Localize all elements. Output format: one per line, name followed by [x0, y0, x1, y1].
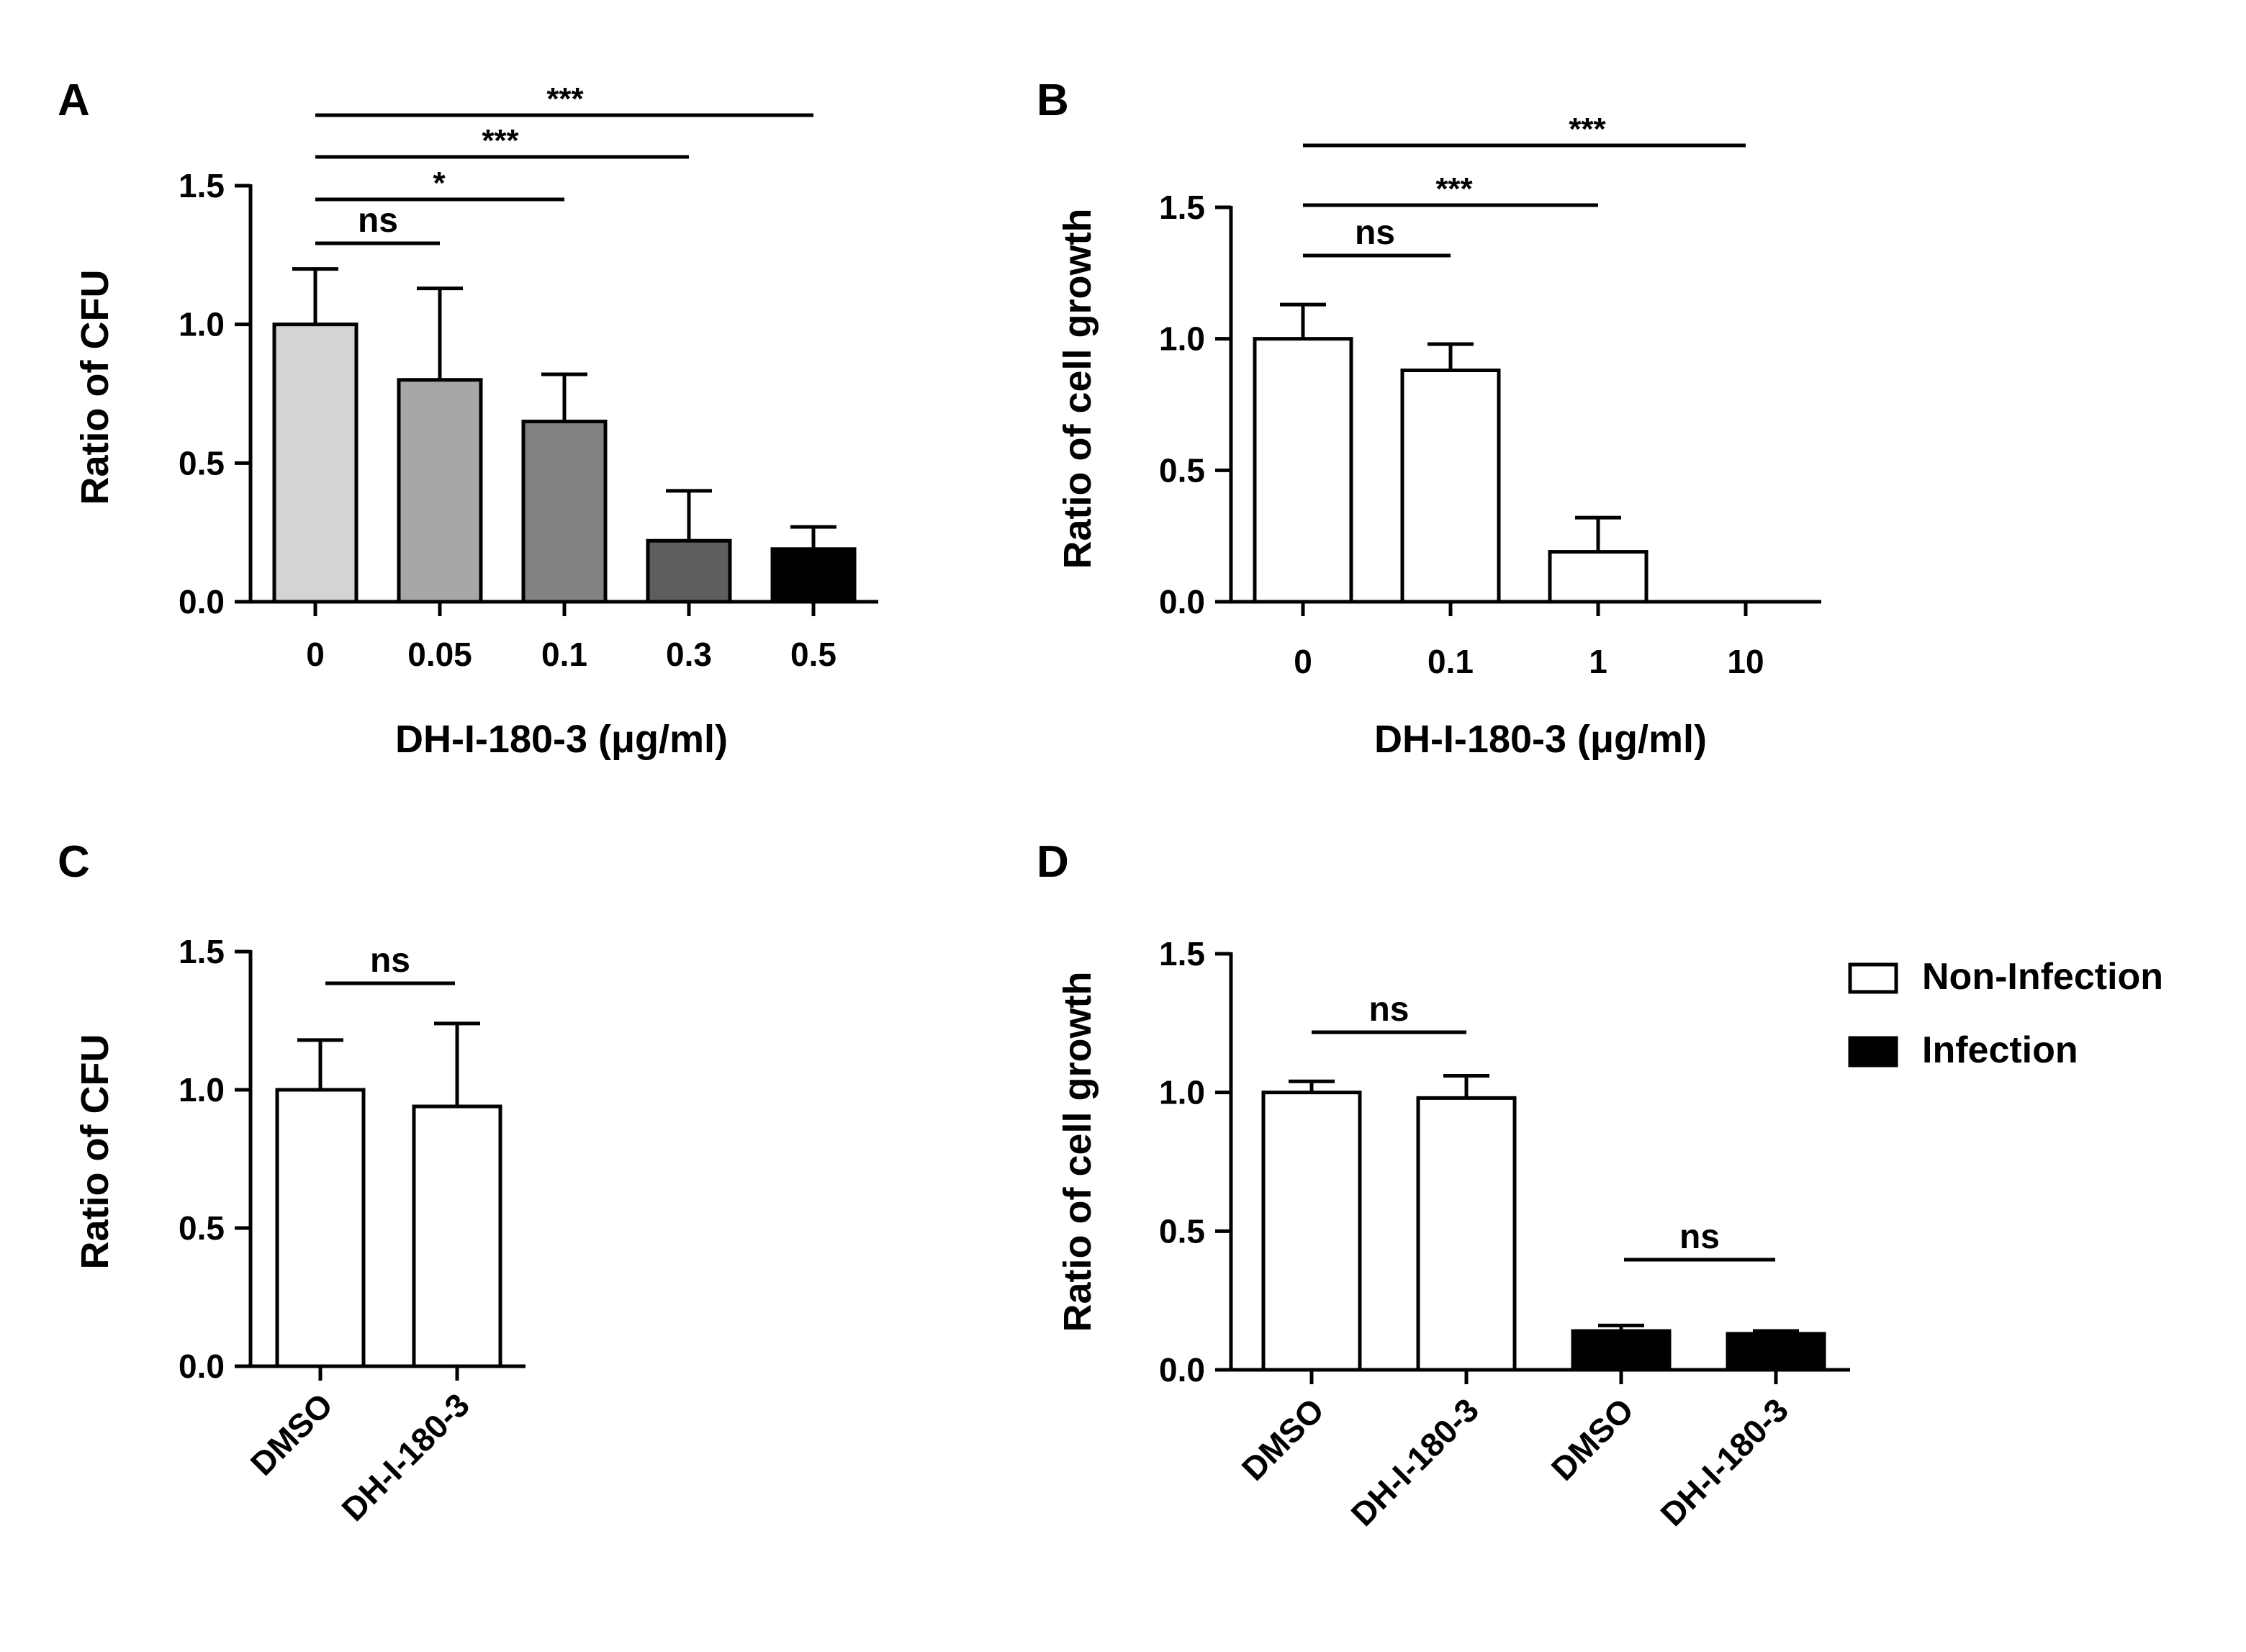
- legend-swatch: [1848, 1036, 1898, 1068]
- bar: [1416, 1096, 1517, 1372]
- significance-label: ***: [482, 123, 519, 158]
- y-axis-label: Ratio of cell growth: [1056, 208, 1099, 569]
- y-tick-label: 0.5: [179, 444, 225, 482]
- bar: [272, 322, 358, 604]
- panel-letter: B: [1037, 76, 1069, 125]
- bar: [1261, 1091, 1362, 1372]
- y-tick-label: 0.0: [179, 583, 225, 620]
- x-tick-label: 0: [306, 636, 325, 673]
- legend: Non-Infection Infection: [1848, 956, 2163, 1071]
- bar: [1571, 1329, 1672, 1372]
- y-tick-label: 1.5: [179, 167, 225, 204]
- bar: [521, 420, 608, 604]
- x-tick-label: DH-I-180-3: [1343, 1391, 1486, 1533]
- x-tick-label: DMSO: [1544, 1391, 1641, 1487]
- x-tick-label: DH-I-180-3: [334, 1386, 477, 1528]
- bar: [770, 547, 857, 604]
- panel-letter: A: [58, 76, 90, 125]
- y-tick-label: 1.0: [179, 306, 225, 343]
- bar: [1726, 1332, 1826, 1372]
- significance-label: ns: [1355, 214, 1395, 252]
- y-tick-label: 0.5: [1159, 451, 1205, 489]
- y-tick-label: 0.5: [1159, 1212, 1205, 1250]
- y-axis-label: Ratio of cell growth: [1056, 971, 1099, 1332]
- bar: [397, 378, 483, 604]
- x-axis-label: DH-I-180-3 (μg/ml): [1374, 718, 1707, 761]
- x-tick-label: 0: [1294, 643, 1312, 680]
- x-tick-label: 10: [1727, 643, 1764, 680]
- y-axis-label: Ratio of CFU: [73, 1034, 117, 1270]
- bar: [275, 1088, 366, 1368]
- significance-label: ns: [1679, 1218, 1720, 1256]
- x-tick-label: 0.1: [541, 636, 587, 673]
- significance-label: ***: [546, 81, 584, 117]
- significance-label: ns: [1368, 990, 1409, 1029]
- y-tick-label: 1.0: [1159, 1074, 1205, 1111]
- y-axis-label: Ratio of CFU: [73, 270, 117, 505]
- panel-A: A 0.0 0.5 1.0 1.5 Ratio of CFU 0 0.05 0.1 0.3 0.5 D…: [58, 76, 878, 761]
- x-tick-label: 0.1: [1428, 643, 1474, 680]
- bar: [1253, 337, 1353, 604]
- significance-label: *: [433, 166, 446, 201]
- x-tick-label: DMSO: [243, 1386, 340, 1482]
- y-tick-label: 1.0: [179, 1071, 225, 1109]
- significance-label: ns: [358, 202, 398, 240]
- legend-label: Infection: [1922, 1029, 2078, 1071]
- y-tick-label: 1.5: [179, 933, 225, 970]
- panel-letter: C: [58, 837, 90, 887]
- x-tick-label: 0.05: [407, 636, 472, 673]
- legend-swatch: [1848, 962, 1898, 994]
- x-tick-label: 1: [1589, 643, 1607, 680]
- x-tick-label: DH-I-180-3: [1653, 1391, 1795, 1533]
- bar: [412, 1104, 502, 1368]
- x-tick-label: 0.5: [790, 636, 836, 673]
- y-tick-label: 0.0: [1159, 1351, 1205, 1389]
- significance-label: ***: [1435, 171, 1473, 207]
- legend-label: Non-Infection: [1922, 956, 2163, 998]
- y-tick-label: 0.0: [1159, 583, 1205, 620]
- y-tick-label: 1.5: [1159, 935, 1205, 972]
- bar: [646, 538, 732, 604]
- bar: [1548, 550, 1649, 604]
- y-tick-label: 0.5: [179, 1209, 225, 1247]
- x-axis-label: DH-I-180-3 (μg/ml): [395, 718, 728, 761]
- panel-letter: D: [1037, 837, 1069, 887]
- x-tick-label: DMSO: [1235, 1391, 1331, 1487]
- panel-B: B 0.0 0.5 1.0 1.5 Ratio of cell growth 0 0.1 1 10…: [1037, 76, 1821, 761]
- y-tick-label: 0.0: [179, 1348, 225, 1385]
- y-tick-label: 1.5: [1159, 189, 1205, 226]
- x-tick-label: 0.3: [666, 636, 712, 673]
- significance-label: ns: [370, 942, 410, 980]
- significance-label: ***: [1569, 112, 1606, 147]
- bar: [1400, 369, 1501, 604]
- y-tick-label: 1.0: [1159, 320, 1205, 358]
